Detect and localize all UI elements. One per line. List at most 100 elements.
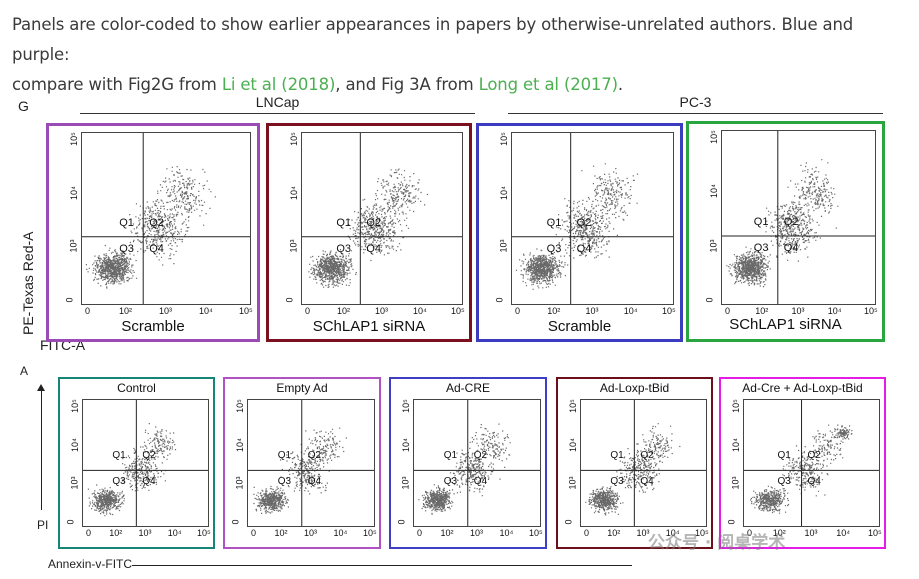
fig-g-panel-title-4: SChLAP1 siRNA [729, 316, 842, 333]
y-tick-label: 10⁴ [288, 185, 299, 200]
fig-a-scatter-plot-2: Q1 Q2 Q3 Q4 [247, 399, 375, 527]
fig-g-panel-title-2: SChLAP1 siRNA [312, 318, 426, 335]
x-tick-label: 10³ [470, 528, 484, 538]
fig-g-panel-3: Q1 Q2 Q3 Q4 0 10² 10³ 10⁴ 10⁵ 0 10³ 10⁴ 10⁵ Scramble [476, 123, 683, 342]
quadrant-label-q2: Q2 [142, 450, 156, 462]
arrow-up-icon [37, 384, 45, 391]
y-tick-label: 10⁵ [730, 399, 741, 413]
y-tick-label: 0 [396, 519, 407, 525]
quadrant-label-q1: Q1 [443, 450, 458, 462]
quadrant-label-q2: Q2 [149, 216, 164, 229]
x-tick-label: 10⁴ [623, 306, 638, 316]
y-tick-label: 10³ [288, 239, 299, 253]
figure-a-y-axis-arrow [41, 390, 42, 510]
x-tick-label: 0 [86, 528, 92, 538]
x-tick-label: 10³ [159, 306, 173, 316]
x-tick-label: 10³ [138, 528, 152, 538]
y-tick-label: 10⁴ [730, 437, 741, 452]
fig-g-scatter-plot-3: Q1 Q2 Q3 Q4 [511, 132, 674, 305]
quadrant-label-q3: Q3 [336, 242, 351, 255]
x-tick-label: 10⁴ [499, 528, 514, 538]
quadrant-label-q2: Q2 [807, 450, 821, 462]
figure-caption: Panels are color-coded to show earlier a… [12, 10, 907, 100]
group-lncap-line [80, 113, 475, 114]
group-pc3-label: PC-3 [679, 94, 712, 110]
fig-a-panel-2: Q1 Q2 Q3 Q4 0 10² 10³ 10⁴ 10⁵ 0 10³ 10⁴ 10⁵ Empty Ad [223, 377, 381, 549]
y-tick-label: 10⁵ [498, 132, 509, 146]
x-tick-label: 10² [755, 306, 769, 316]
quadrant-label-q3: Q3 [277, 476, 292, 488]
scatter-dots [512, 133, 673, 304]
y-tick-label: 0 [284, 297, 295, 303]
group-pc3-line [508, 113, 883, 114]
quadrant-label-q1: Q1 [336, 216, 351, 229]
figure-a-label: A [20, 364, 29, 378]
quadrant-label-q2: Q2 [783, 216, 799, 228]
fig-a-panel-title-2: Empty Ad [276, 381, 328, 395]
quadrant-label-q4: Q4 [142, 476, 156, 488]
fig-g-panel-1: Q1 Q2 Q3 Q4 0 10² 10³ 10⁴ 10⁵ 0 10³ 10⁴ 10⁵ Scramble [46, 123, 260, 342]
x-tick-label: 10³ [791, 306, 805, 316]
y-tick-label: 0 [726, 519, 737, 525]
figure-g-label: G [18, 98, 29, 114]
y-tick-label: 10³ [400, 476, 411, 490]
fig-g-panel-2: Q1 Q2 Q3 Q4 0 10² 10³ 10⁴ 10⁵ 0 10³ 10⁴ 10⁵ SChLAP1 s… [266, 123, 472, 342]
caption-text: , and Fig 3A from [335, 75, 479, 94]
scatter-dots [302, 133, 462, 304]
x-tick-label: 10² [607, 528, 621, 538]
fig-a-panel-title-4: Ad-Loxp-tBid [599, 381, 670, 395]
y-tick-label: 10³ [567, 476, 578, 490]
link-long-2017[interactable]: Long et al (2017) [478, 75, 618, 94]
x-tick-label: 10⁴ [413, 306, 427, 316]
x-tick-label: 0 [305, 306, 311, 316]
quadrant-label-q3: Q3 [443, 476, 458, 488]
fig-a-scatter-plot-5: Q1 Q2 Q3 Q4 [743, 399, 880, 527]
y-tick-label: 10³ [68, 239, 79, 253]
quadrant-label-q2: Q2 [576, 216, 592, 229]
caption-text: . [617, 75, 624, 94]
y-tick-label: 0 [494, 297, 505, 303]
x-tick-label: 0 [417, 528, 423, 538]
x-tick-label: 10⁵ [695, 528, 709, 538]
quadrant-label-q3: Q3 [119, 242, 134, 255]
scatter-dots [722, 131, 875, 304]
x-tick-label: 10³ [304, 528, 318, 538]
quadrant-label-q3: Q3 [546, 242, 562, 255]
x-tick-label: 10⁵ [363, 528, 377, 538]
x-tick-label: 10⁴ [836, 528, 851, 538]
quadrant-label-q1: Q1 [610, 450, 624, 462]
x-tick-label: 10² [772, 528, 786, 538]
watermark: 公众号 · 阅桌学术 [648, 533, 786, 553]
quadrant-label-q4: Q4 [807, 476, 821, 488]
y-tick-label: 10⁴ [400, 437, 411, 452]
y-tick-label: 10⁴ [708, 184, 719, 199]
quadrant-label-q4: Q4 [366, 242, 381, 255]
quadrant-label-q1: Q1 [753, 216, 769, 228]
x-tick-label: 10³ [636, 528, 650, 538]
x-tick-label: 10² [119, 306, 133, 316]
x-tick-label: 10⁴ [665, 528, 680, 538]
y-tick-label: 0 [65, 519, 76, 525]
quadrant-label-q4: Q4 [149, 242, 164, 255]
y-tick-label: 10⁵ [708, 130, 719, 144]
x-tick-label: 10⁵ [868, 528, 882, 538]
x-tick-label: 10² [547, 306, 561, 316]
quadrant-label-q2: Q2 [473, 450, 488, 462]
link-li-2018[interactable]: Li et al (2018) [221, 75, 336, 94]
y-tick-label: 0 [704, 297, 715, 303]
scatter-dots [83, 400, 208, 526]
quadrant-label-q3: Q3 [777, 476, 791, 488]
figure-a-x-axis-arrow [132, 565, 632, 566]
x-tick-label: 0 [725, 306, 731, 316]
y-tick-label: 0 [230, 519, 241, 525]
quadrant-label-q3: Q3 [610, 476, 624, 488]
y-tick-label: 10³ [730, 476, 741, 490]
x-tick-label: 0 [747, 528, 753, 538]
quadrant-label-q4: Q4 [576, 242, 592, 255]
x-tick-label: 10⁴ [333, 528, 348, 538]
quadrant-label-q1: Q1 [277, 450, 292, 462]
quadrant-label-q2: Q2 [640, 450, 654, 462]
x-tick-label: 10² [440, 528, 454, 538]
fig-g-panel-4: Q1 Q2 Q3 Q4 0 10² 10³ 10⁴ 10⁵ 0 10³ 10⁴ 10⁵ SChLAP1 s… [686, 121, 885, 342]
x-tick-label: 10⁴ [167, 528, 182, 538]
